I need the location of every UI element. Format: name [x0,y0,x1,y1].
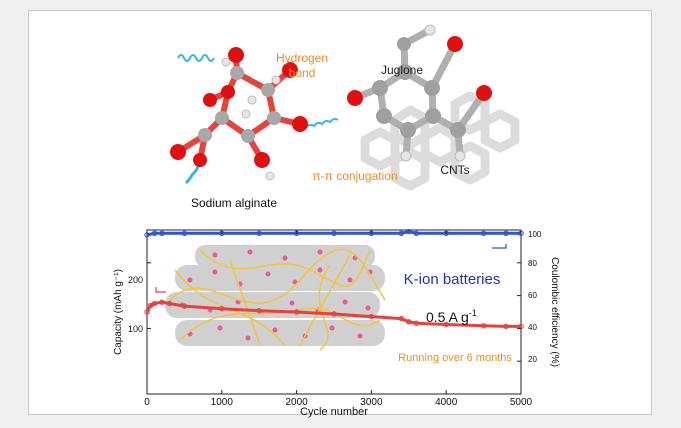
y-left-axis-title: Capacity (mAh g⁻¹) [113,269,124,355]
hydrogen-bond-label: Hydrogen [276,51,328,65]
efficiency-point [480,230,487,237]
cnt-network [360,91,520,191]
y-left-tick-label: 100 [128,324,143,334]
chart-annotation-title: K-ion batteries [404,271,501,288]
efficiency-point [256,230,262,237]
capacity-point [503,323,509,330]
efficiency-point [413,230,419,237]
sodium-alginate-label: Sodium alginate [191,196,277,210]
chart-annotation-rate: 0.5 A g-1 [426,308,477,325]
molecular-scheme: Hydrogen bond Juglone π-π conjugation CN… [170,24,520,210]
efficiency-point [406,228,412,235]
capacity-point [256,308,262,314]
left-axis-arrow-icon [155,287,166,293]
chart: 0 1000 2000 3000 4000 5000 100 200 20 40… [113,228,560,418]
x-tick-label: 5000 [510,397,533,408]
capacity-point [181,303,188,309]
axis-arrows [155,244,507,293]
efficiency-point [151,230,158,237]
capacity-point [159,299,165,305]
capacity-point [293,309,300,315]
capacity-point [144,309,150,315]
efficiency-point [398,230,404,237]
right-axis-arrow-icon [492,244,507,249]
juglone-atoms [347,24,492,162]
efficiency-point [159,230,165,237]
alginate-atoms [170,47,308,181]
capacity-series-line [145,300,521,328]
efficiency-series-line [146,230,521,237]
series-layer [144,228,524,330]
capacity-point [368,313,375,320]
capacity-point [219,306,225,312]
x-tick-label: 0 [144,397,150,408]
efficiency-point [181,230,188,237]
capacity-point [406,319,412,325]
x-tick-label: 1000 [211,397,234,408]
efficiency-point [503,230,509,237]
y-left-tick-label: 200 [128,275,143,285]
electrode-illustration [165,245,386,351]
x-axis-title: Cycle number [300,406,368,418]
y-right-tick-label: 80 [528,259,537,268]
y-right-axis-title: Coulombic efficiency (%) [549,257,560,367]
spring-icon [305,117,339,129]
x-tick-label: 2000 [285,397,308,408]
x-tick-label: 4000 [435,397,458,408]
capacity-point [480,323,487,329]
hydrogen-bond-label: bond [289,66,316,80]
cnts-label: CNTs [440,163,469,177]
y-right-tick-label: 40 [528,323,537,332]
ticks-layer [146,229,522,394]
y-right-tick-label: 20 [528,355,537,364]
capacity-point [151,300,158,307]
capacity-point [166,300,173,307]
chart-annotation-duration: Running over 6 months [398,352,512,364]
capacity-point [413,320,419,326]
efficiency-point [331,230,337,237]
y-right-tick-label: 100 [528,230,542,239]
capacity-point [398,315,404,322]
spring-icon [177,54,215,62]
capacity-point [443,321,449,328]
x-tick-label: 3000 [360,397,383,408]
capacity-point [331,311,337,317]
juglone-label: Juglone [381,63,423,77]
pi-conjugation-label: π-π conjugation [312,169,397,183]
y-right-tick-label: 60 [528,291,537,300]
